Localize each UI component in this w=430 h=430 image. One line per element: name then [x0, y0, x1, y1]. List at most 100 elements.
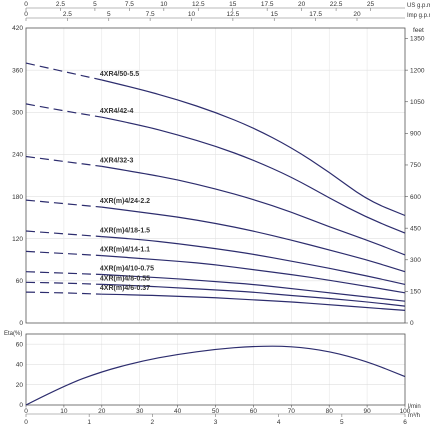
head-curve-9	[101, 293, 406, 311]
y-right-tick-label: 0	[410, 320, 414, 327]
top-us-tick-label: 5	[93, 1, 97, 8]
head-curve-dashed	[25, 281, 102, 285]
x-lmin-tick-label: 70	[288, 408, 296, 415]
top-imp-tick-label: 5	[107, 11, 111, 18]
main-plot-frame	[25, 27, 406, 324]
head-curve-dashed	[25, 103, 102, 118]
head-curve-dashed	[25, 62, 102, 81]
top-us-tick-label: 12.5	[192, 1, 205, 8]
x-lmin-tick-label: 30	[136, 408, 144, 415]
top-us-tick-label: 10	[160, 1, 168, 8]
head-curve-dashed	[25, 250, 102, 257]
curve-layer	[25, 62, 406, 406]
eta-y-tick-label: 0	[19, 402, 23, 409]
x-m3h-tick-label: 6	[403, 419, 407, 426]
head-curve-dashed	[25, 291, 102, 295]
y-left-tick-label: 360	[12, 67, 23, 74]
y-left-tick-label: 60	[16, 278, 24, 285]
top-imp-unit-label: Imp g.p.m	[407, 13, 430, 19]
eta-y-tick-label: 40	[16, 362, 24, 369]
head-curve-1	[101, 79, 406, 217]
curve-label: 4XR(m)4/24-2.2	[100, 198, 150, 205]
curve-label: 4XR(m)4/8-0.55	[100, 275, 150, 282]
y-right-tick-label: 1350	[410, 36, 425, 43]
x-m3h-tick-label: 2	[151, 419, 155, 426]
y-left-tick-label: 300	[12, 109, 23, 116]
curve-label: 4XR4/42-4	[100, 108, 134, 115]
top-imp-tick-label: 2.5	[63, 11, 72, 18]
x-lmin-tick-label: 0	[24, 408, 28, 415]
eta-y-title: Eta(%)	[4, 331, 22, 337]
head-curve-8	[101, 283, 406, 307]
x-m3h-tick-label: 4	[277, 419, 281, 426]
x-m3h-unit-label: m³/h	[408, 413, 420, 419]
y-right-tick-label: 150	[410, 289, 421, 296]
eta-y-tick-label: 20	[16, 382, 24, 389]
head-curve-2	[101, 116, 406, 234]
curve-label: 4XR(m)4/14-1.1	[100, 247, 150, 254]
top-imp-tick-label: 17.5	[309, 11, 322, 18]
x-m3h-tick-label: 5	[340, 419, 344, 426]
frame-layer	[25, 7, 408, 417]
y-right-unit-label: feet	[413, 27, 424, 34]
x-lmin-tick-label: 60	[250, 408, 258, 415]
top-imp-tick-label: 20	[353, 11, 361, 18]
top-us-tick-label: 0	[24, 1, 28, 8]
top-us-tick-label: 2.5	[56, 1, 65, 8]
head-curve-3	[101, 165, 406, 256]
top-us-unit-label: US g.p.m	[407, 3, 430, 9]
top-us-tick-label: 7.5	[125, 1, 134, 8]
head-curve-dashed	[25, 155, 102, 167]
top-imp-tick-label: 15	[271, 11, 279, 18]
top-us-tick-label: 25	[367, 1, 375, 8]
x-lmin-tick-label: 40	[174, 408, 182, 415]
head-curve-6	[101, 255, 406, 294]
head-curve-dashed	[25, 271, 102, 276]
head-curve-dashed	[25, 230, 102, 238]
head-curve-dashed	[25, 199, 102, 208]
x-lmin-tick-label: 10	[60, 408, 68, 415]
y-right-tick-label: 1200	[410, 67, 425, 74]
y-left-tick-label: 180	[12, 194, 23, 201]
top-imp-tick-label: 7.5	[146, 11, 155, 18]
eta-y-tick-label: 60	[16, 341, 24, 348]
curve-label: 4XR4/32-3	[100, 157, 134, 164]
top-us-tick-label: 17.5	[261, 1, 274, 8]
y-right-tick-label: 600	[410, 194, 421, 201]
x-lmin-tick-label: 20	[98, 408, 106, 415]
curve-label: 4XR4/50-5.5	[100, 71, 139, 78]
head-curve-7	[101, 273, 406, 302]
top-us-tick-label: 20	[298, 1, 306, 8]
curve-label: 4XR(m)4/6-0.37	[100, 285, 150, 292]
y-right-tick-label: 1050	[410, 99, 425, 106]
label-layer: 0601201802403003604200150300450600750900…	[4, 1, 430, 426]
y-left-tick-label: 0	[19, 320, 23, 327]
y-left-tick-label: 120	[12, 236, 23, 243]
y-left-tick-label: 420	[12, 25, 23, 32]
head-curve-5	[101, 236, 406, 285]
y-right-tick-label: 300	[410, 257, 421, 264]
y-right-tick-label: 900	[410, 131, 421, 138]
x-lmin-tick-label: 50	[212, 408, 220, 415]
x-lmin-tick-label: 100	[400, 408, 411, 415]
top-imp-tick-label: 12.5	[227, 11, 240, 18]
top-imp-tick-label: 0	[24, 11, 28, 18]
efficiency-curve	[25, 345, 406, 406]
head-curve-4	[101, 206, 406, 273]
x-m3h-tick-label: 3	[214, 419, 218, 426]
top-us-tick-label: 22.5	[330, 1, 343, 8]
x-m3h-tick-label: 1	[87, 419, 91, 426]
x-lmin-tick-label: 80	[326, 408, 334, 415]
x-lmin-unit-label: l/min	[408, 404, 421, 410]
top-us-tick-label: 15	[229, 1, 237, 8]
y-right-tick-label: 750	[410, 162, 421, 169]
y-right-tick-label: 450	[410, 225, 421, 232]
curve-label: 4XR(m)4/18-1.5	[100, 228, 150, 235]
x-lmin-tick-label: 90	[363, 408, 371, 415]
x-m3h-tick-label: 0	[24, 419, 28, 426]
curve-label: 4XR(m)4/10-0.75	[100, 266, 154, 273]
top-imp-tick-label: 10	[188, 11, 196, 18]
y-left-tick-label: 240	[12, 152, 23, 159]
grid-layer	[26, 28, 405, 405]
